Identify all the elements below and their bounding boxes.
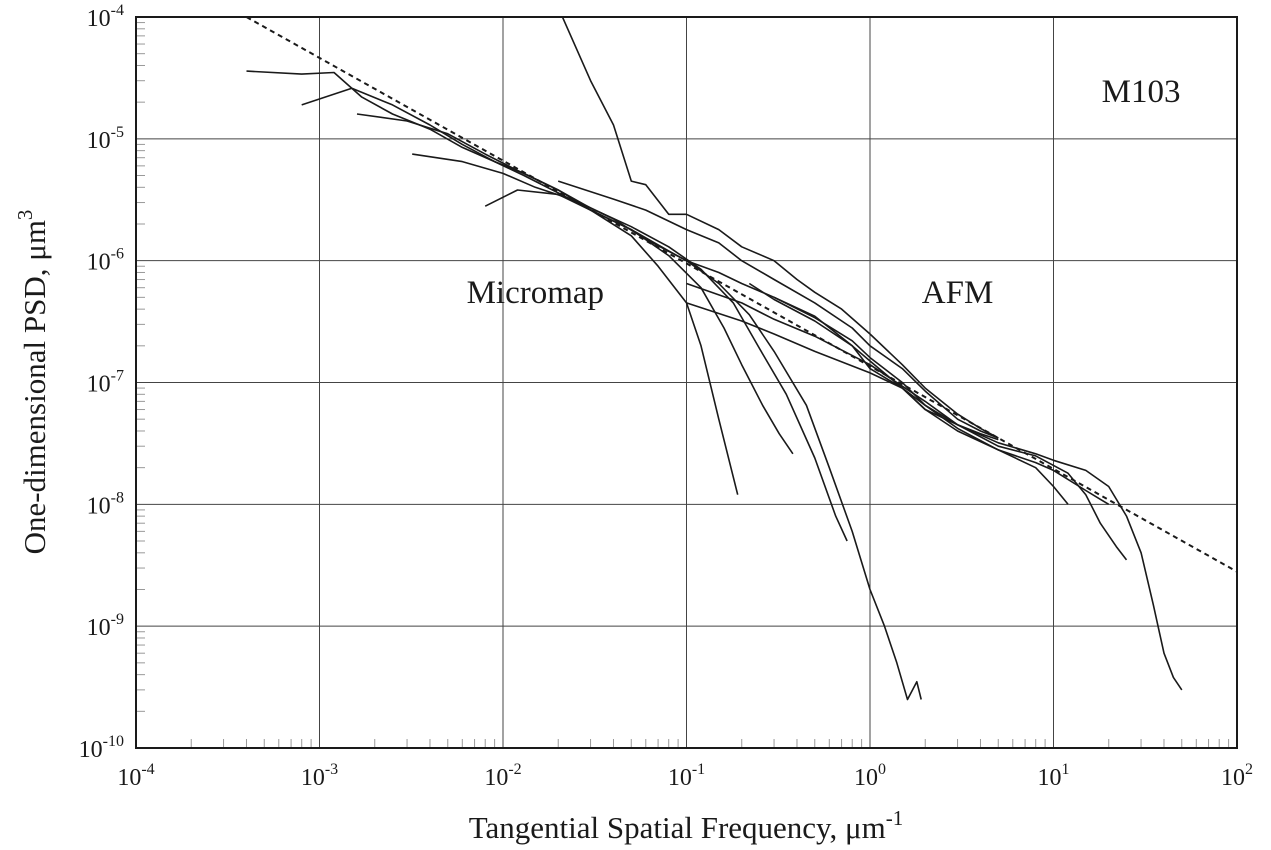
plot-frame [135, 16, 1238, 749]
y-tick-label: 10-5 [87, 124, 124, 154]
data-series [245, 17, 1237, 701]
x-axis-label: Tangential Spatial Frequency, μm-1 [469, 806, 904, 845]
psd-series-line-11 [773, 296, 1069, 505]
x-tick-label: 10-2 [484, 761, 521, 791]
y-tick-labels: 10-10 10-9 10-8 10-7 10-6 10-5 10-4 [79, 2, 124, 763]
x-tick-labels: 10-4 10-3 10-2 10-1 100 101 102 [117, 761, 1253, 791]
psd-series-line-5 [484, 189, 999, 441]
annotation-micromap: Micromap [467, 275, 604, 311]
y-tick-label: 10-7 [87, 368, 124, 398]
psd-series-line-3 [356, 113, 848, 542]
annotation-m103: M103 [1102, 74, 1181, 110]
psd-series-line-4 [412, 153, 922, 701]
annotations: M103 Micromap AFM [467, 74, 1181, 311]
y-tick-label: 10-6 [87, 246, 124, 276]
x-tick-label: 10-1 [668, 761, 705, 791]
y-tick-label: 10-10 [79, 733, 124, 763]
annotation-afm: AFM [922, 275, 994, 311]
y-tick-label: 10-9 [87, 611, 124, 641]
y-tick-label: 10-8 [87, 489, 124, 519]
y-tick-label: 10-4 [87, 2, 124, 32]
psd-series-line-7 [557, 180, 999, 439]
psd-series-line-10 [748, 282, 1110, 505]
y-axis-label: One-dimensional PSD, μm3 [13, 210, 52, 555]
power-law-fit-line [245, 17, 1237, 573]
minor-ticks [136, 22, 1230, 748]
x-tick-label: 10-4 [117, 761, 154, 791]
grid-lines [135, 16, 1238, 749]
x-tick-label: 101 [1038, 761, 1070, 791]
x-tick-label: 100 [854, 761, 886, 791]
x-tick-label: 102 [1221, 761, 1253, 791]
psd-series-line-9 [686, 282, 1183, 691]
psd-series-line-6 [561, 17, 999, 439]
x-tick-label: 10-3 [301, 761, 338, 791]
